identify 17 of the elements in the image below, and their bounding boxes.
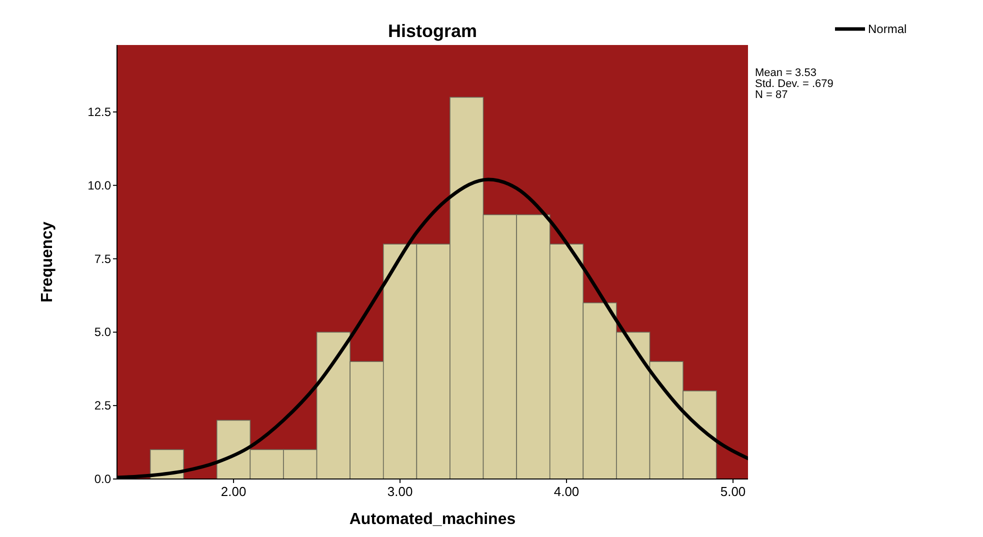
x-tick-label: 3.00 [387,484,413,499]
x-tick-label: 4.00 [554,484,580,499]
y-tick-label: 7.5 [94,252,112,266]
x-tick-label: 2.00 [220,484,246,499]
legend-label: Normal [868,22,907,36]
text: Mean = 3.53 [755,67,816,79]
y-axis-title: Frequency [39,221,56,302]
chart-title: Histogram [388,21,478,41]
x-tick-label: 5.00 [720,484,746,499]
text: Std. Dev. = .679 [755,78,834,90]
text: N = 87 [755,89,788,101]
x-axis-title: Automated_machines [349,511,516,528]
y-tick-label: 5.0 [94,325,112,340]
y-tick-label: 0.0 [94,472,112,486]
y-tick-label: 2.5 [94,398,112,413]
y-tick-label: 10.0 [88,178,112,192]
y-tick-label: 12.5 [88,104,112,119]
